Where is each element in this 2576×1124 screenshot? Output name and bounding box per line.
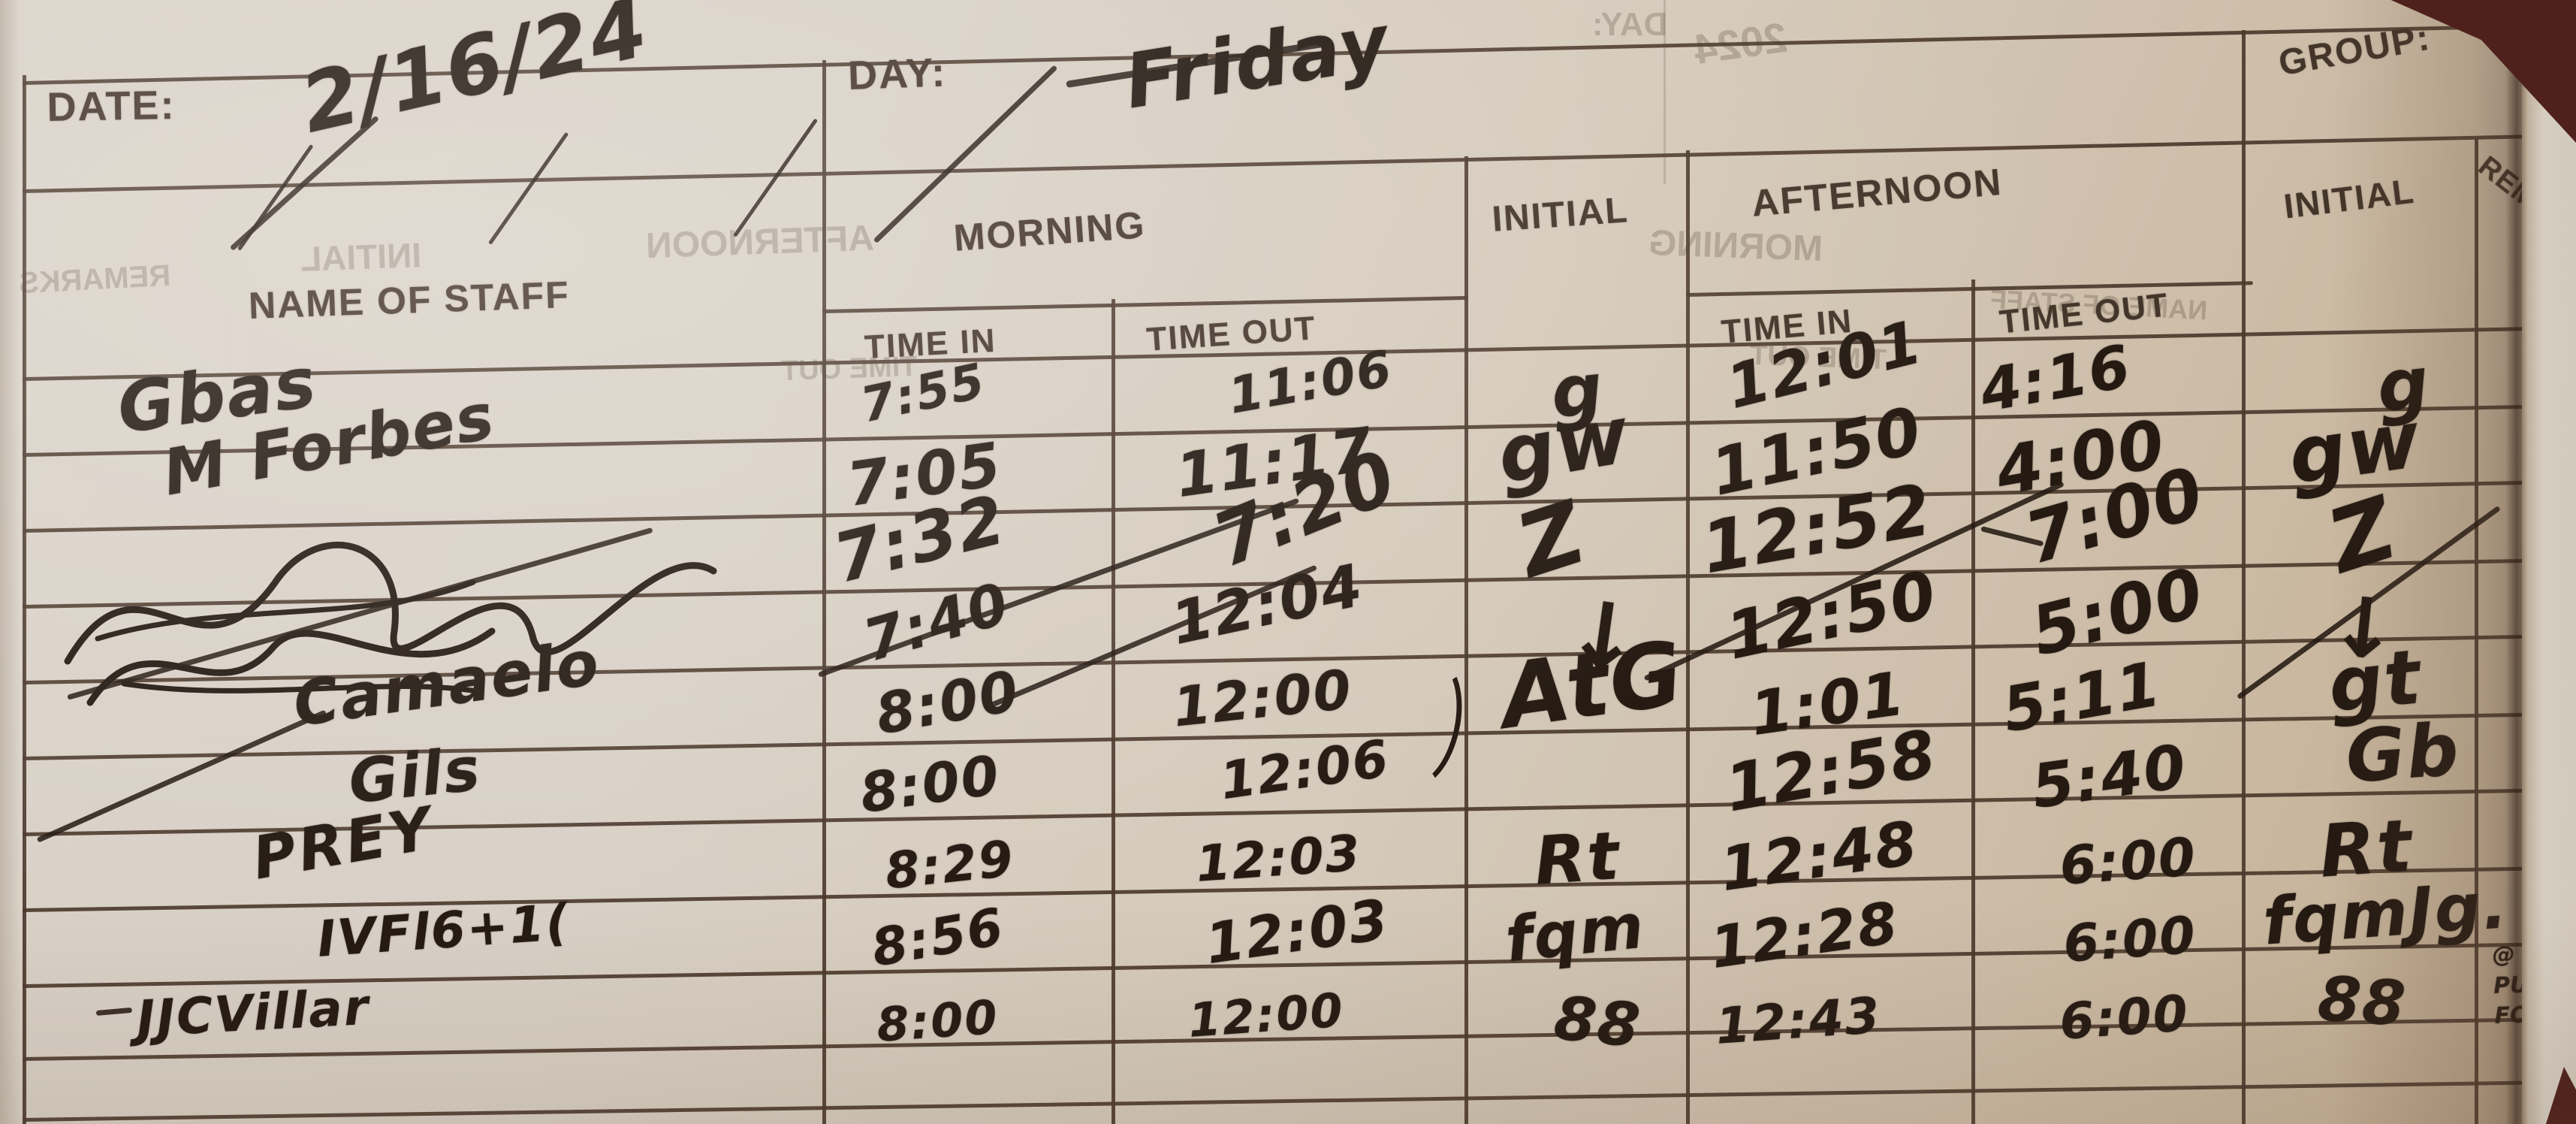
pm-time-out: 5:40 xyxy=(2028,731,2191,823)
table-line xyxy=(1112,299,1115,1124)
table-line xyxy=(22,1080,2576,1122)
am-time-out: 12:00 xyxy=(1170,657,1356,739)
am-time-in: 8:29 xyxy=(882,829,1018,901)
pm-time-out: 6:00 xyxy=(2058,826,2199,897)
initial-pm: 88 xyxy=(2315,963,2409,1041)
bleedthrough-column-line xyxy=(1664,0,1666,184)
table-line xyxy=(822,295,1468,313)
initial-pm: Z xyxy=(2317,477,2409,594)
pm-time-out: 5:11 xyxy=(1998,648,2167,747)
initial-am: Rt xyxy=(1532,817,1623,900)
name-of-staff-header: NAME OF STAFF xyxy=(248,273,571,327)
signature-scribble xyxy=(86,627,496,706)
remarks-header: REMARKS xyxy=(2472,150,2576,267)
table-line xyxy=(1464,156,1468,1124)
bleedthrough-remarks: REMARKS xyxy=(17,258,172,301)
am-time-out: 12:06 xyxy=(1217,729,1394,812)
am-time-out: 12:03 xyxy=(1194,823,1363,893)
pm-time-out: 6:00 xyxy=(2062,905,2199,974)
table-line xyxy=(23,75,26,1124)
pm-time-in: 12:43 xyxy=(1714,986,1883,1056)
table-line xyxy=(822,60,826,1124)
left-edge-shadow xyxy=(0,0,20,1124)
staff-name: PREY xyxy=(248,794,439,893)
day-label: DAY: xyxy=(847,50,948,98)
bleedthrough-morning: MORNING xyxy=(1648,222,1823,270)
initial-am: fqm xyxy=(1502,890,1648,977)
am-time-out: 12:00 xyxy=(1187,982,1346,1048)
table-line xyxy=(22,133,2576,193)
initial-pm: Gb xyxy=(2343,707,2463,799)
book-cover-bottom-corner xyxy=(2546,1067,2576,1124)
table-line xyxy=(1686,150,1690,1124)
remarks-note: @ RDE PUB FOR xyxy=(2492,939,2575,1029)
bleedthrough-day: DAY: xyxy=(1592,6,1668,43)
date-label: DATE: xyxy=(47,83,176,130)
pm-time-out: 4:16 xyxy=(1975,332,2137,426)
table-line xyxy=(2242,30,2246,1124)
table-line xyxy=(2475,139,2478,1124)
bleedthrough-afternoon: AFTERNOON xyxy=(645,218,875,267)
morning-header: MORNING xyxy=(952,204,1148,259)
initial-am-header: INITIAL xyxy=(1491,190,1630,240)
group-label: GROUP: xyxy=(2276,17,2434,84)
am-time-in: 8:56 xyxy=(867,897,1009,979)
ink-slash xyxy=(237,144,314,251)
date-value: 2/16/24 xyxy=(293,0,657,152)
afternoon-header: AFTERNOON xyxy=(1750,160,2004,225)
initial-pm-header: INITIAL xyxy=(2282,171,2418,226)
ink-slash xyxy=(487,131,569,245)
initial-am: 88 xyxy=(1551,983,1645,1062)
table-line xyxy=(1971,279,1975,1124)
ink-dash xyxy=(95,1007,133,1016)
day-value: Friday xyxy=(1119,0,1396,126)
staff-name: JJCVillar xyxy=(135,977,372,1048)
pm-time-out: 6:00 xyxy=(2058,984,2191,1051)
am-time-in: 8:00 xyxy=(875,989,1000,1053)
am-time-in: 8:00 xyxy=(856,742,1004,826)
bleedthrough-initial: INITIAL xyxy=(300,235,422,279)
